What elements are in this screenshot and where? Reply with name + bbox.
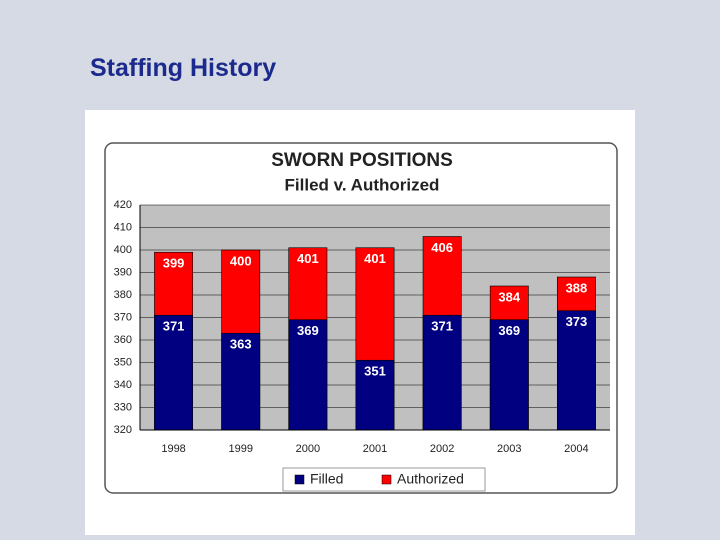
data-label: 399 (163, 256, 185, 271)
data-label: 371 (431, 319, 453, 334)
data-label: 373 (566, 314, 588, 329)
data-label: 401 (297, 251, 319, 266)
y-tick-label: 330 (114, 401, 132, 413)
y-tick-label: 400 (114, 244, 132, 256)
data-label: 369 (498, 323, 520, 338)
data-label: 371 (163, 319, 185, 334)
y-tick-label: 420 (114, 199, 132, 211)
x-tick-label: 2004 (564, 443, 588, 455)
x-tick-label: 2002 (430, 443, 454, 455)
data-label: 401 (364, 251, 386, 266)
legend-swatch (294, 474, 305, 485)
y-tick-label: 390 (114, 266, 132, 278)
x-tick-label: 2000 (296, 443, 320, 455)
x-tick-label: 2003 (497, 443, 521, 455)
y-tick-label: 370 (114, 311, 132, 323)
y-tick-label: 360 (114, 334, 132, 346)
legend-swatch (381, 474, 392, 485)
bar (355, 359, 395, 431)
x-tick-label: 1998 (161, 443, 185, 455)
y-tick-label: 340 (114, 379, 132, 391)
y-tick-label: 410 (114, 221, 132, 233)
bar (422, 314, 462, 431)
bar (556, 310, 596, 431)
x-tick-label: 2001 (363, 443, 387, 455)
chart-subtitle: Filled v. Authorized (285, 175, 440, 194)
bar (154, 314, 194, 431)
data-label: 400 (230, 253, 252, 268)
data-label: 369 (297, 323, 319, 338)
chart-title: SWORN POSITIONS (271, 150, 453, 171)
data-label: 351 (364, 364, 386, 379)
bar (221, 332, 261, 431)
data-label: 384 (498, 289, 520, 304)
data-label: 406 (431, 240, 453, 255)
data-label: 388 (566, 280, 588, 295)
slide-title: Staffing History (90, 54, 277, 82)
bar (288, 319, 328, 431)
x-tick-label: 1999 (228, 443, 252, 455)
y-tick-label: 320 (114, 424, 132, 436)
legend-label: Filled (310, 471, 343, 487)
y-tick-label: 380 (114, 289, 132, 301)
data-label: 363 (230, 337, 252, 352)
bar (489, 319, 529, 431)
legend-label: Authorized (397, 471, 464, 487)
y-tick-label: 350 (114, 356, 132, 368)
